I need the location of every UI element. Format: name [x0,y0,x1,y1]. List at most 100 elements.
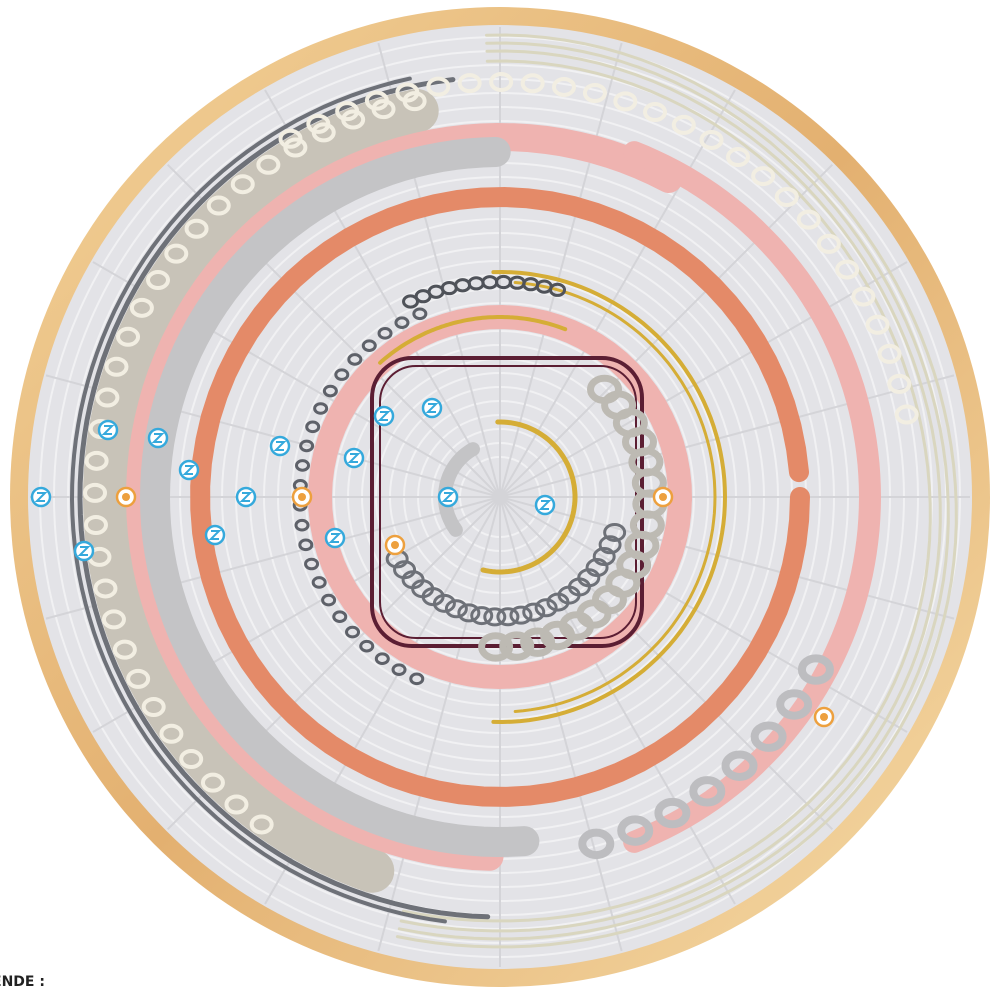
sleep-marker [269,435,291,457]
radial-line [499,89,736,498]
loop [304,557,320,571]
radial-line [499,496,623,952]
loop [84,450,109,471]
loop [83,482,108,503]
gray-core [438,442,480,537]
loop [520,73,545,94]
wake-marker [813,706,835,728]
loop [654,797,691,829]
loop [101,609,126,630]
loop [299,439,315,453]
loop [457,603,481,623]
band-pink [125,122,683,871]
loop [95,387,120,408]
loop [321,593,337,607]
loop [129,297,154,318]
loop [179,749,204,770]
gold-strand [491,269,728,725]
loop [391,663,407,676]
sleep-marker [235,486,257,508]
loop [797,654,834,685]
loop [426,76,451,97]
band-orange [190,186,810,807]
loop [496,607,520,627]
loop [457,73,482,94]
loop [877,343,902,364]
loop [377,327,393,340]
loop [499,631,535,661]
loop [313,402,329,415]
loop [578,828,615,860]
loop [359,639,375,653]
loop [311,576,327,589]
band-beige [82,88,439,893]
decoration [30,27,970,967]
radial-line [499,496,908,733]
loop [617,815,654,846]
radial-line [377,496,501,952]
loop [582,83,607,104]
loop [887,373,912,394]
loop [141,696,166,717]
loop [393,560,417,580]
sleep-marker [147,427,169,449]
loop [374,652,390,665]
loop [671,114,696,135]
loop [751,166,776,187]
loop [341,109,366,130]
loop [345,625,361,639]
strand-dark [77,77,491,920]
loop [305,420,321,434]
loop [361,339,377,352]
loop [549,282,567,297]
loop [483,607,507,627]
loop [347,353,363,366]
band-gray [139,137,540,858]
loop [699,129,724,150]
loop [104,356,129,377]
loop [489,72,514,93]
sleep-marker [534,494,556,516]
loop [249,814,274,835]
loop [603,522,627,542]
strand [399,49,942,933]
loop [796,209,821,230]
loop [116,326,141,347]
loop [334,368,350,381]
loop [851,286,876,307]
radial-line [499,42,623,498]
radial-line [499,496,834,831]
loop [776,689,813,720]
loop [184,218,209,239]
loop [371,99,396,120]
loop [689,776,726,807]
loop [83,514,108,535]
sleep-marker [30,486,52,508]
loop [835,259,860,280]
loop [112,639,137,660]
loop [283,137,308,158]
loop [230,174,255,195]
loop [200,772,225,793]
loop [894,404,919,425]
radial-line [499,496,736,905]
loop [546,592,570,612]
radial-line [499,374,955,498]
sleep-marker [97,419,119,441]
loop [402,91,427,112]
loop [311,122,336,143]
sleep-marker [373,405,395,427]
strand [397,41,950,941]
loop [592,547,616,567]
loop [93,578,118,599]
loop [294,518,310,532]
loop [256,154,281,175]
loop [444,599,468,619]
wake-marker [384,534,406,556]
sleep-marker [73,540,95,562]
loop [470,606,494,626]
loop [726,147,751,168]
gold-strand [378,315,568,365]
strand-dark [69,76,447,924]
